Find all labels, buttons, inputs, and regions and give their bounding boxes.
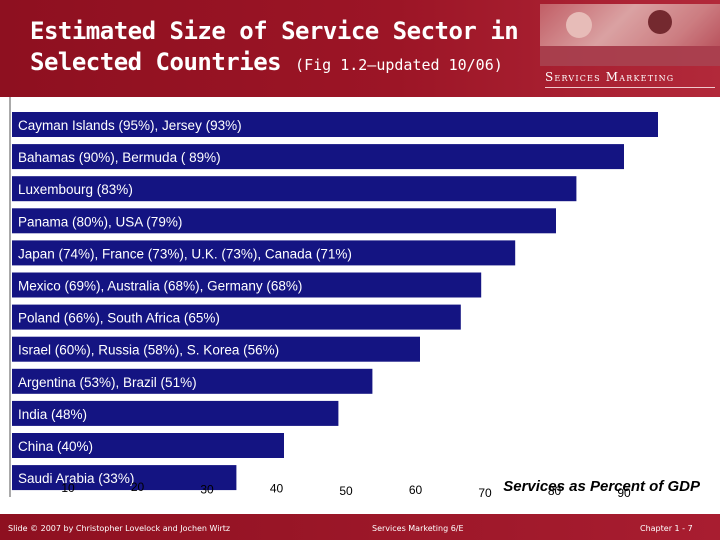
person-figure (566, 12, 592, 38)
brand-logo: Services Marketing (545, 70, 675, 84)
bar-label: China (40%) (18, 439, 93, 454)
bar-label: Panama (80%), USA (79%) (18, 214, 182, 229)
bar (12, 465, 237, 491)
x-tick-label: 40 (270, 481, 284, 495)
footer-copyright: Slide © 2007 by Christopher Lovelock and… (8, 524, 231, 533)
bar (12, 400, 339, 426)
bar-label: India (48%) (18, 407, 87, 422)
x-tick-label: 50 (339, 484, 353, 498)
footer-band (0, 514, 720, 540)
slide-title: Estimated Size of Service Sector in Sele… (30, 16, 519, 81)
figure-reference: (Fig 1.2—updated 10/06) (295, 56, 503, 74)
bar (12, 208, 556, 234)
x-tick-label: 90 (617, 486, 631, 500)
header-photo (540, 4, 720, 66)
bar-label: Israel (60%), Russia (58%), S. Korea (56… (18, 343, 279, 358)
x-tick-label: 70 (478, 486, 492, 500)
desk-shape (540, 46, 720, 66)
bar-label: Mexico (69%), Australia (68%), Germany (… (18, 279, 302, 294)
bar (12, 176, 577, 202)
title-line-2: Selected Countries (Fig 1.2—updated 10/0… (30, 47, 518, 81)
bar (12, 240, 516, 266)
title-line-2-text: Selected Countries (30, 48, 282, 76)
x-axis-label: Services as Percent of GDP (503, 478, 701, 495)
x-tick-label: 80 (548, 484, 562, 498)
x-tick-label: 60 (409, 483, 423, 497)
brand-underline (545, 87, 715, 88)
bar-label: Japan (74%), France (73%), U.K. (73%), C… (18, 246, 352, 261)
bar-label: Cayman Islands (95%), Jersey (93%) (18, 118, 242, 133)
bar (12, 433, 284, 458)
bar (12, 144, 624, 170)
x-tick-label: 10 (61, 481, 75, 495)
bar (12, 368, 373, 394)
footer-book: Services Marketing 6/E (372, 524, 464, 533)
bar-label: Argentina (53%), Brazil (51%) (18, 375, 197, 390)
service-sector-bar-chart: Cayman Islands (95%), Jersey (93%) Bahama… (9, 97, 701, 500)
bar-label: Poland (66%), South Africa (65%) (18, 311, 220, 326)
x-tick-label: 30 (200, 483, 214, 497)
bar-label: Luxembourg (83%) (18, 182, 133, 197)
bar (12, 112, 658, 137)
title-line-1: Estimated Size of Service Sector in (30, 17, 519, 45)
bar-label: Saudi Arabia (33%) (18, 471, 134, 486)
x-tick-label: 20 (131, 480, 145, 494)
bar (12, 304, 461, 330)
bar-label: Bahamas (90%), Bermuda ( 89%) (18, 150, 221, 165)
footer-chapter: Chapter 1 - 7 (640, 524, 693, 533)
person-figure (648, 10, 672, 34)
bar (12, 272, 482, 298)
bar (12, 336, 420, 362)
